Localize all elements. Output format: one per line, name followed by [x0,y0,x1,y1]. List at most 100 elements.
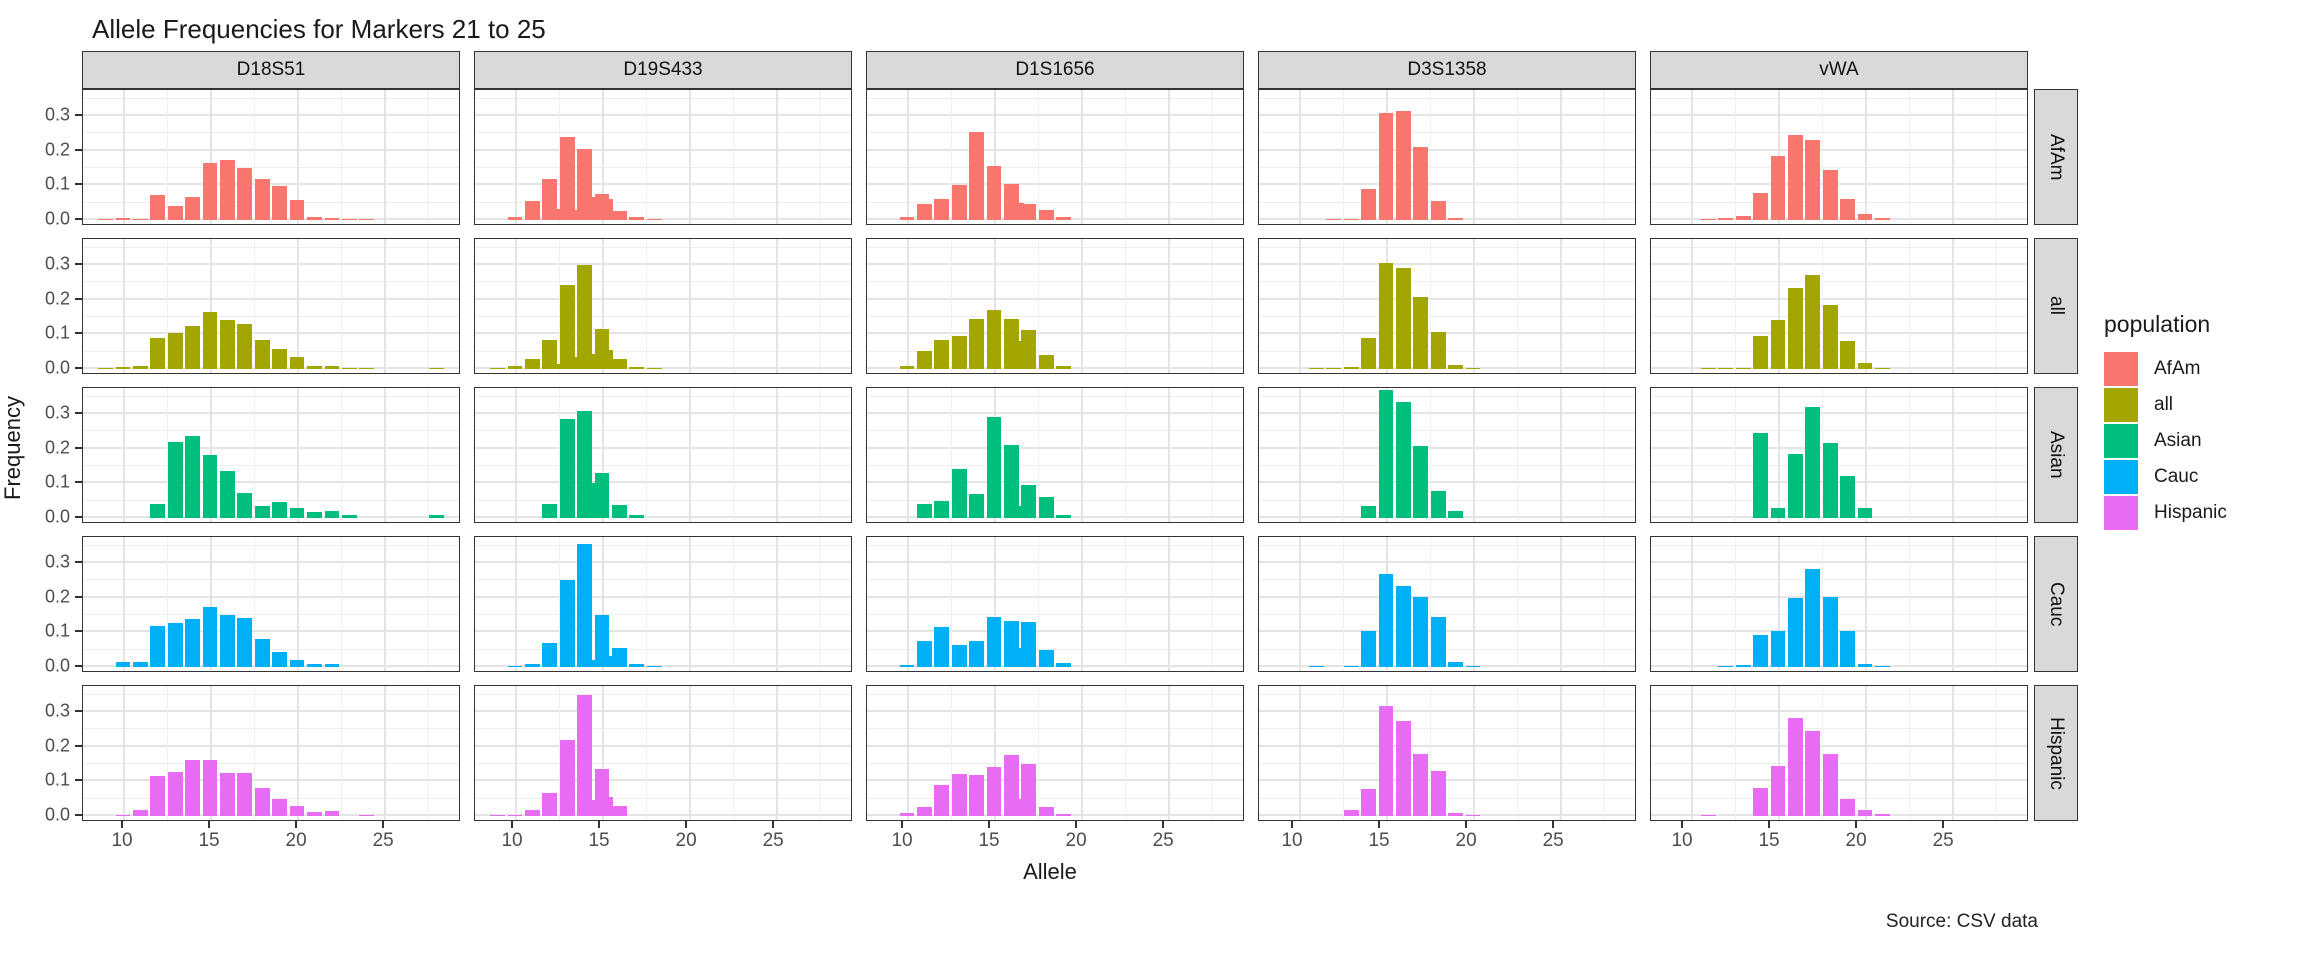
bar [1788,453,1803,518]
gridline-h [1259,561,1635,563]
bar [986,766,1002,816]
gridline-v [1342,686,1344,820]
bar [1378,263,1394,369]
gridline-h [867,114,1243,116]
gridline-v [1603,239,1605,373]
x-tick-label: 25 [762,830,784,851]
gridline-v [384,686,387,820]
gridline-v [253,239,255,373]
gridline-v [166,239,168,373]
bar [1788,717,1803,816]
gridline-v [1342,388,1344,522]
bar [1361,337,1377,369]
gridline-h [83,664,459,667]
gridline-h [867,148,1243,151]
bar [1448,364,1464,369]
bar [899,812,915,816]
gridline-h [1651,395,2027,397]
gridline-v [1516,239,1518,373]
gridline-h [83,217,459,220]
gridline-h [867,664,1243,667]
gridline-v [732,239,734,373]
bar [1735,665,1751,667]
bar [307,811,322,816]
row-strip-label: all [2046,296,2067,316]
gridline-v [1037,90,1039,224]
gridline-v [1342,239,1344,373]
bar [525,664,540,667]
gridline-v [384,388,387,522]
y-tick-label: 0.0 [44,208,70,229]
gridline-h [475,148,851,151]
facet-panel [82,387,460,523]
gridline-v [123,686,126,820]
bar [202,163,218,220]
gridline-h [1259,763,1635,764]
bar [559,136,575,220]
gridline-v [1168,686,1171,820]
gridline-v [1821,686,1823,820]
gridline-v [732,90,734,224]
gridline-v [1473,90,1476,224]
bar [1465,665,1481,667]
gridline-h [867,217,1243,220]
bar [1396,721,1411,816]
gridline-v [1168,537,1171,671]
gridline-h [1651,332,2027,335]
y-tick-mark [75,813,82,816]
gridline-h [1651,561,2027,563]
legend: population AfAm all Asian Cauc Hispanic [2104,311,2304,530]
row-strip: Asian [2034,387,2078,523]
facet-panel [474,536,852,672]
x-tick-mark [382,821,385,828]
gridline-h [1651,97,2027,99]
gridline-h [83,263,459,265]
gridline-v [994,90,997,224]
gridline-v [907,90,910,224]
gridline-v [776,239,779,373]
y-tick-mark [75,297,82,300]
row-strip: AfAm [2034,89,2078,225]
gridline-v [210,90,213,224]
gridline-v [1124,537,1126,671]
bar [1770,320,1786,369]
gridline-h [1651,481,2027,484]
gridline-h [867,201,1243,203]
gridline-v [1081,537,1084,671]
bar [917,504,932,518]
gridline-h [475,664,851,667]
gridline-v [819,90,821,224]
gridline-v [1908,388,1910,522]
x-axis-ticks: 10 15 20 25 10 15 20 25 10 15 20 25 10 15 20 25 10 15 20 25 [26,821,2078,855]
bar [577,543,593,667]
bar [1430,331,1446,369]
bar [167,442,183,518]
gridline-h [1259,316,1635,317]
gridline-v [1865,239,1868,373]
bar [307,663,322,667]
gridline-h [83,465,459,466]
facet-panel [1258,536,1636,672]
legend-swatch [2104,423,2138,458]
gridline-v [645,537,647,671]
bar [1021,330,1037,369]
bar [150,195,166,220]
gridline-h [867,412,1243,414]
bar [559,285,575,369]
gridline-h [475,167,851,168]
y-tick-mark [75,148,82,151]
x-tick-label: 20 [675,830,697,851]
gridline-h [1259,595,1635,598]
bar [98,367,113,369]
gridline-v [907,537,910,671]
gridline-h [867,561,1243,563]
gridline-h [867,316,1243,317]
y-tick-mark [75,744,82,747]
gridline-h [1259,97,1635,99]
bar [577,265,593,369]
bar [1805,275,1821,369]
bar [1840,631,1856,667]
gridline-h [1259,579,1635,581]
gridline-h [867,595,1243,598]
gridline-h [475,693,851,695]
